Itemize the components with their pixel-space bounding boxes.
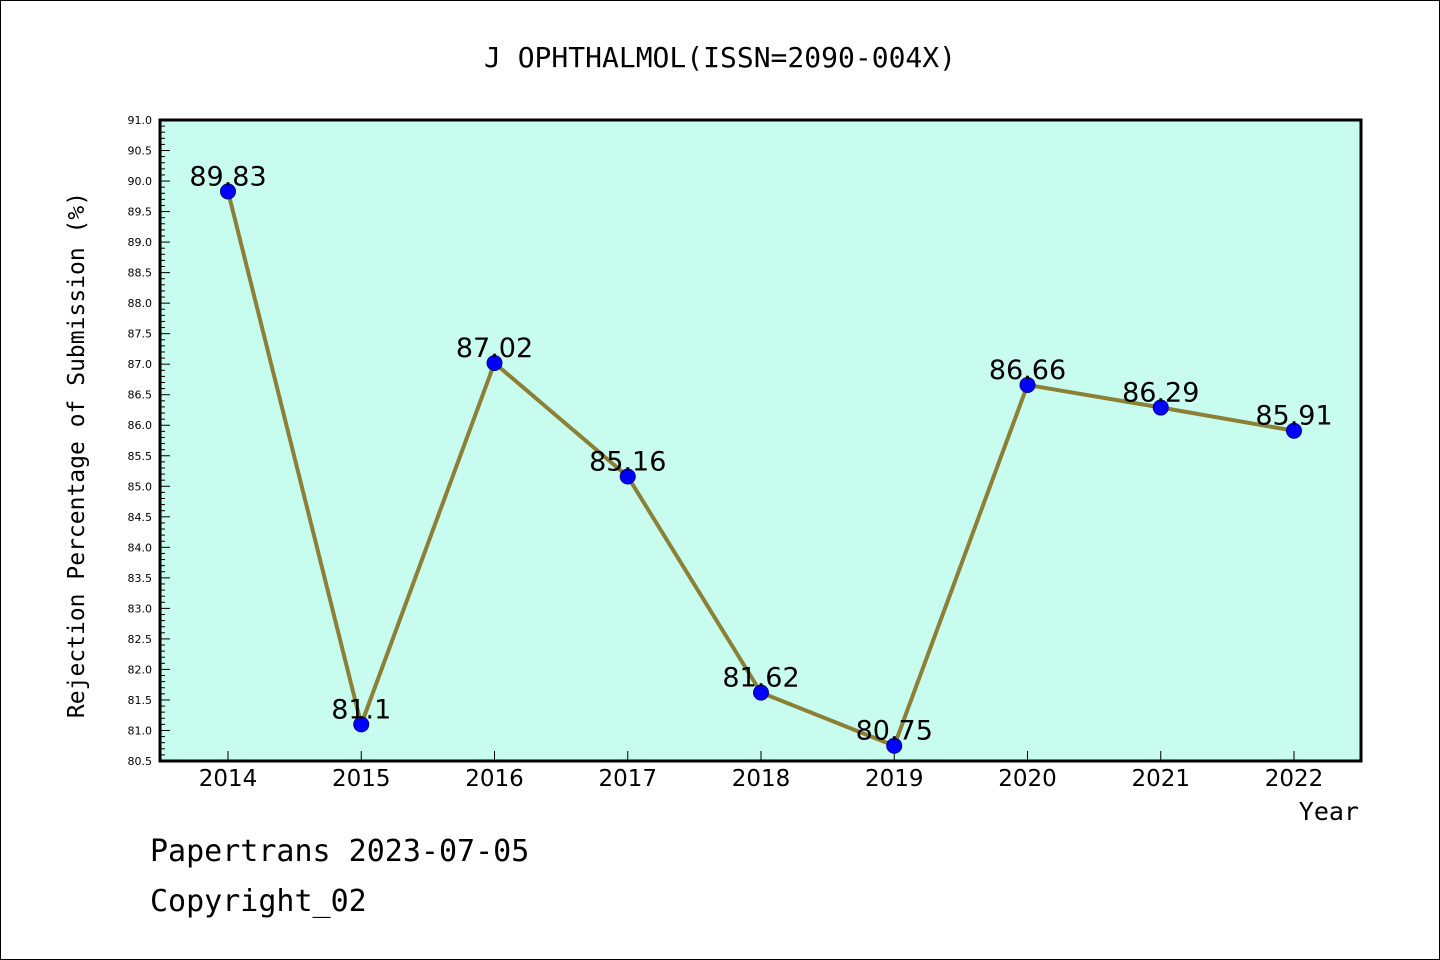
y-tick-label: 82.0	[128, 663, 153, 676]
data-label: 85.91	[1255, 401, 1332, 432]
data-label: 86.29	[1122, 378, 1199, 409]
y-tick-label: 87.5	[128, 328, 153, 341]
data-point	[353, 716, 370, 733]
y-tick-label: 85.5	[128, 450, 153, 463]
y-tick-label: 90.0	[128, 175, 153, 188]
chart-title: J OPHTHALMOL(ISSN=2090-004X)	[484, 41, 956, 74]
x-tick-label: 2016	[465, 766, 524, 792]
x-tick-label: 2021	[1131, 766, 1190, 792]
data-point	[486, 354, 503, 371]
data-label: 85.16	[589, 447, 666, 478]
data-label: 80.75	[856, 716, 933, 747]
y-tick-label: 87.0	[128, 358, 153, 371]
y-tick-label: 90.5	[128, 145, 153, 158]
data-label: 81.1	[331, 694, 391, 725]
footer-copyright: Copyright_02	[150, 884, 367, 919]
y-tick-label: 86.0	[128, 419, 153, 432]
plot-area	[160, 120, 1361, 761]
y-tick-label: 89.0	[128, 236, 153, 249]
y-axis-label: Rejection Percentage of Submission (%)	[64, 192, 90, 718]
x-tick-label: 2020	[998, 766, 1057, 792]
y-tick-label: 88.5	[128, 267, 153, 280]
y-tick-label: 82.5	[128, 633, 153, 646]
y-tick-label: 80.5	[128, 755, 153, 768]
x-tick-label: 2014	[199, 766, 258, 792]
plot-border	[158, 118, 1363, 763]
data-label: 81.62	[722, 663, 799, 694]
x-tick-label: 2018	[732, 766, 791, 792]
y-tick-label: 83.5	[128, 572, 153, 585]
x-axis: 2014 2015 2016 2017 2018 2019 2020 2021 2022	[199, 751, 1324, 792]
footer-source: Papertrans 2023-07-05	[150, 834, 530, 869]
data-label: 89.83	[189, 161, 266, 192]
data-point	[886, 737, 903, 754]
data-point	[220, 183, 236, 200]
y-tick-label: 89.5	[128, 206, 153, 219]
data-label: 86.66	[989, 355, 1066, 386]
x-tick-label: 2017	[598, 766, 657, 792]
y-tick-label: 81.5	[128, 694, 153, 707]
y-tick-label: 84.0	[128, 541, 153, 554]
y-tick-label: 81.0	[128, 724, 153, 737]
x-tick-label: 2022	[1265, 766, 1324, 792]
x-axis-label: Year	[1299, 797, 1359, 826]
series-markers	[220, 183, 1302, 754]
y-tick-label: 91.0	[128, 114, 153, 127]
data-point	[619, 468, 636, 485]
data-point	[753, 684, 769, 701]
y-tick-label: 88.0	[128, 297, 153, 310]
x-tick-label: 2019	[865, 766, 924, 792]
y-tick-label: 85.0	[128, 480, 153, 493]
x-tick-label: 2015	[332, 766, 391, 792]
data-point	[1152, 399, 1169, 416]
y-tick-label: 86.5	[128, 389, 153, 402]
data-point	[1286, 422, 1302, 439]
data-label: 87.02	[456, 333, 533, 364]
y-tick-label: 83.0	[128, 602, 153, 615]
y-tick-label: 84.5	[128, 511, 153, 524]
data-labels: 89.83 81.1 87.02 85.16 81.62 80.75 86.66 86.29 8…	[189, 161, 1332, 746]
data-point	[1019, 376, 1036, 393]
